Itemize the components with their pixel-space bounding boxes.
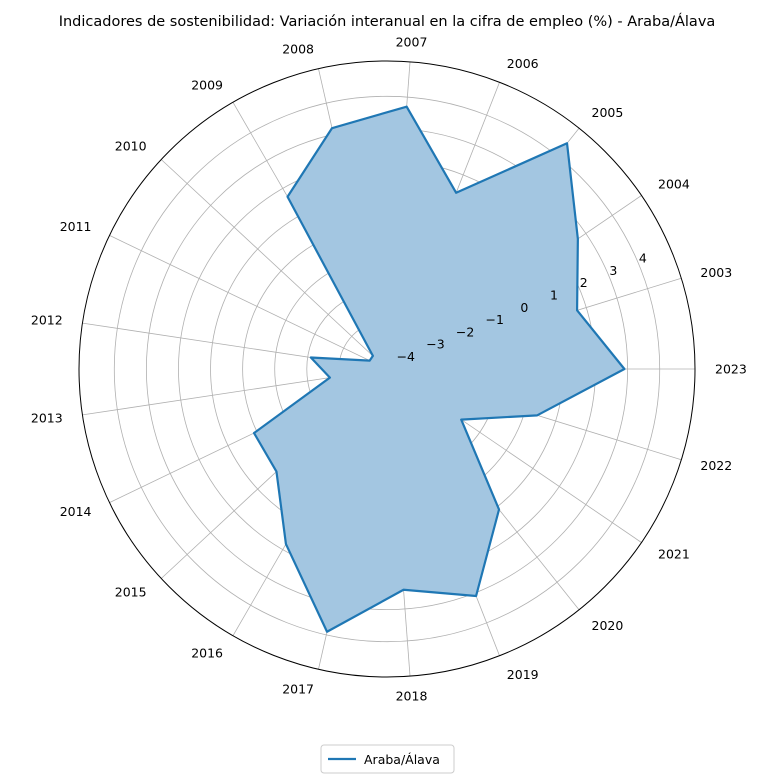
grid-spoke: [109, 235, 388, 370]
angle-tick-label: 2004: [658, 177, 690, 192]
radial-tick-label: −3: [426, 337, 444, 352]
angle-tick-label: 2016: [191, 646, 223, 661]
radial-tick-label: −2: [456, 324, 474, 339]
angle-tick-label: 2012: [31, 313, 63, 328]
angle-tick-label: 2014: [60, 504, 92, 519]
angle-tick-label: 2020: [592, 618, 624, 633]
legend-box: [320, 744, 455, 774]
angle-tick-label: 2022: [700, 458, 732, 473]
legend-label: Araba/Álava: [364, 752, 440, 767]
radial-tick-label: −1: [485, 312, 503, 327]
grid-spoke: [160, 159, 388, 370]
angle-tick-label: 2006: [507, 56, 539, 71]
radial-tick-label: 3: [609, 263, 617, 278]
angle-tick-label: 2003: [700, 265, 732, 280]
angle-tick-label: 2019: [507, 667, 539, 682]
outer-frame: [78, 60, 696, 678]
radial-tick-label: 2: [580, 275, 588, 290]
radial-tick-labels: −4 −3 −2 −1 0 1 2 3 4: [397, 251, 647, 364]
angle-tick-labels: 2023 2003 2004 2005 2006 2007 2008 2009 2010 2011…: [31, 34, 747, 703]
angle-tick-label: 2010: [115, 138, 147, 153]
series-layer: [252, 105, 626, 633]
angle-tick-label: 2005: [592, 105, 624, 120]
angle-tick-label: 2011: [60, 219, 92, 234]
radial-tick-label: 4: [639, 251, 647, 266]
angle-tick-label: 2013: [31, 410, 63, 425]
angle-tick-label: 2017: [282, 681, 314, 696]
angle-tick-label: 2008: [282, 42, 314, 57]
angle-tick-label: 2007: [396, 34, 428, 49]
radial-tick-label: 0: [520, 300, 528, 315]
angle-tick-label: 2009: [191, 77, 223, 92]
angle-tick-label: 2021: [658, 546, 690, 561]
radial-tick-label: −4: [397, 349, 415, 364]
legend: Araba/Álava: [320, 744, 455, 774]
chart-title: Indicadores de sostenibilidad: Variación…: [59, 13, 716, 30]
series-area: [254, 106, 625, 632]
series-line: [252, 105, 626, 633]
radial-tick-label: 1: [550, 288, 558, 303]
angle-tick-label: 2018: [396, 689, 428, 704]
angle-tick-label: 2015: [115, 585, 147, 600]
angle-tick-label: 2023: [715, 362, 747, 377]
